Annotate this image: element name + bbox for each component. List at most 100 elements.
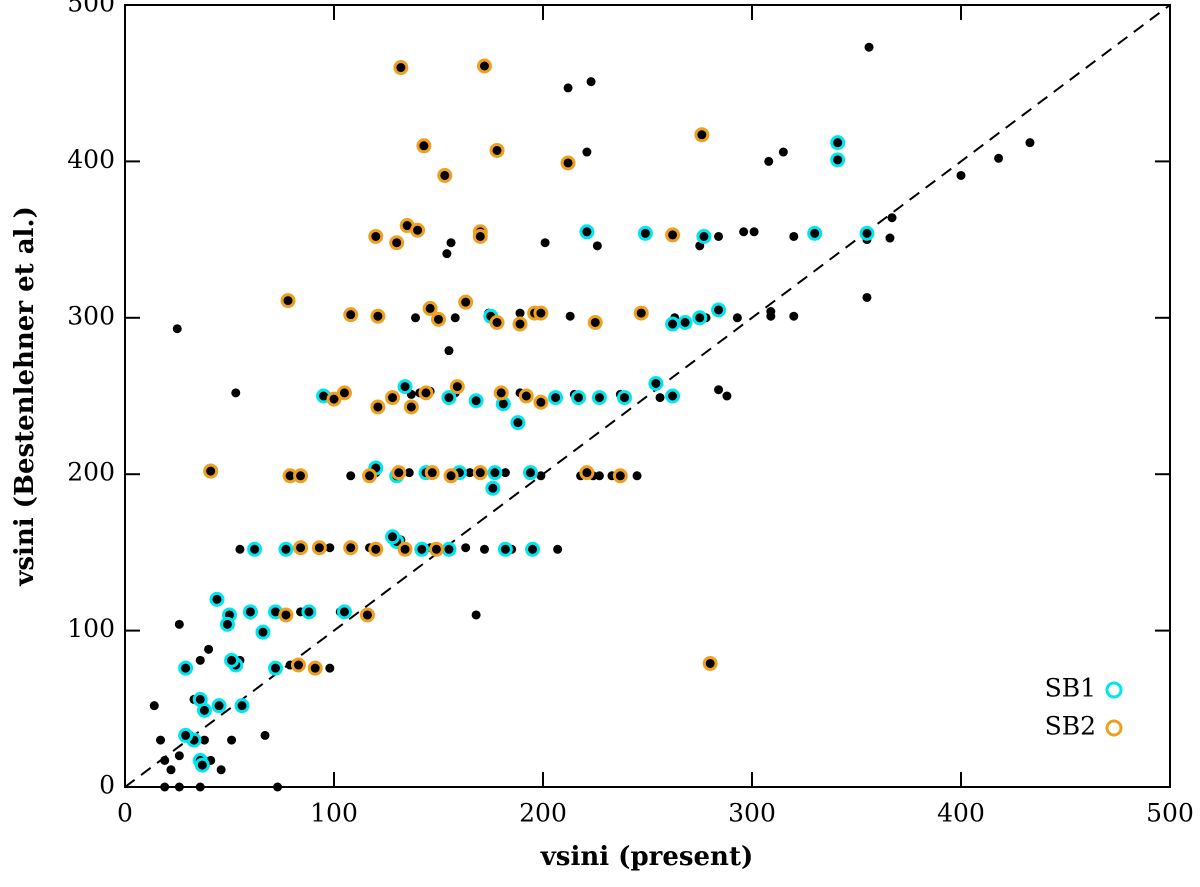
point	[677, 314, 693, 330]
point	[224, 652, 240, 668]
point	[648, 375, 664, 391]
point	[160, 755, 170, 765]
point	[160, 782, 170, 792]
point	[196, 702, 212, 718]
point	[1025, 138, 1035, 148]
legend-label: SB1	[1045, 674, 1096, 703]
point	[536, 471, 546, 481]
point	[711, 302, 727, 318]
point	[428, 541, 444, 557]
point	[612, 468, 628, 484]
point	[397, 379, 413, 395]
point	[389, 235, 405, 251]
point	[385, 390, 401, 406]
point	[204, 644, 214, 654]
point	[290, 657, 306, 673]
point	[722, 391, 732, 401]
x-tick-label: 200	[519, 799, 567, 828]
point	[594, 471, 604, 481]
x-tick-label: 0	[117, 799, 133, 828]
point	[293, 540, 309, 556]
point	[216, 765, 226, 775]
point	[807, 225, 823, 241]
point	[370, 399, 386, 415]
point	[195, 655, 205, 665]
point	[336, 385, 352, 401]
point	[219, 616, 235, 632]
point	[637, 225, 653, 241]
point	[694, 127, 710, 143]
point	[446, 238, 456, 248]
x-tick-label: 100	[310, 799, 358, 828]
y-tick-label: 300	[67, 301, 115, 330]
point	[443, 468, 459, 484]
point	[370, 308, 386, 324]
point	[766, 307, 776, 317]
legend-marker	[1105, 719, 1123, 737]
point	[485, 480, 501, 496]
point	[280, 293, 296, 309]
point	[449, 379, 465, 395]
point	[533, 394, 549, 410]
point	[278, 541, 294, 557]
point	[525, 541, 541, 557]
point	[472, 228, 488, 244]
point	[587, 314, 603, 330]
point	[563, 83, 573, 93]
point	[174, 782, 184, 792]
point	[633, 305, 649, 321]
point	[307, 660, 323, 676]
point	[665, 316, 681, 332]
point	[278, 607, 294, 623]
point	[476, 58, 492, 74]
point	[293, 468, 309, 484]
point	[692, 310, 708, 326]
point	[702, 655, 718, 671]
point	[450, 313, 460, 323]
point	[885, 233, 895, 243]
point	[231, 388, 241, 398]
point	[461, 543, 471, 553]
point	[465, 468, 475, 478]
y-tick-label: 200	[67, 458, 115, 487]
point	[404, 468, 414, 478]
point	[227, 735, 237, 745]
point	[391, 465, 407, 481]
point	[368, 228, 384, 244]
point	[442, 249, 452, 259]
point	[411, 313, 421, 323]
point	[416, 138, 432, 154]
point	[749, 227, 759, 237]
point	[385, 529, 401, 545]
x-tick-label: 400	[937, 799, 985, 828]
y-tick-label: 400	[67, 145, 115, 174]
point	[887, 213, 897, 223]
point	[479, 544, 489, 554]
point	[518, 388, 534, 404]
point	[468, 393, 484, 409]
plot-frame	[124, 4, 1171, 788]
y-axis-label: vsini (Bestenlehner et al.)	[10, 206, 40, 587]
one-to-one-line	[124, 4, 1171, 788]
point	[458, 294, 474, 310]
point	[403, 399, 419, 415]
point	[199, 735, 209, 745]
point	[178, 727, 194, 743]
point	[195, 782, 205, 792]
y-tick-label: 500	[67, 0, 115, 18]
point	[789, 231, 799, 241]
point	[510, 415, 526, 431]
point	[655, 393, 665, 403]
point	[579, 224, 595, 240]
point	[393, 60, 409, 76]
point	[778, 147, 788, 157]
point	[444, 346, 454, 356]
point	[632, 471, 642, 481]
point	[343, 540, 359, 556]
point	[267, 660, 283, 676]
point	[830, 135, 846, 151]
point	[553, 544, 563, 554]
point	[582, 147, 592, 157]
point	[397, 541, 413, 557]
